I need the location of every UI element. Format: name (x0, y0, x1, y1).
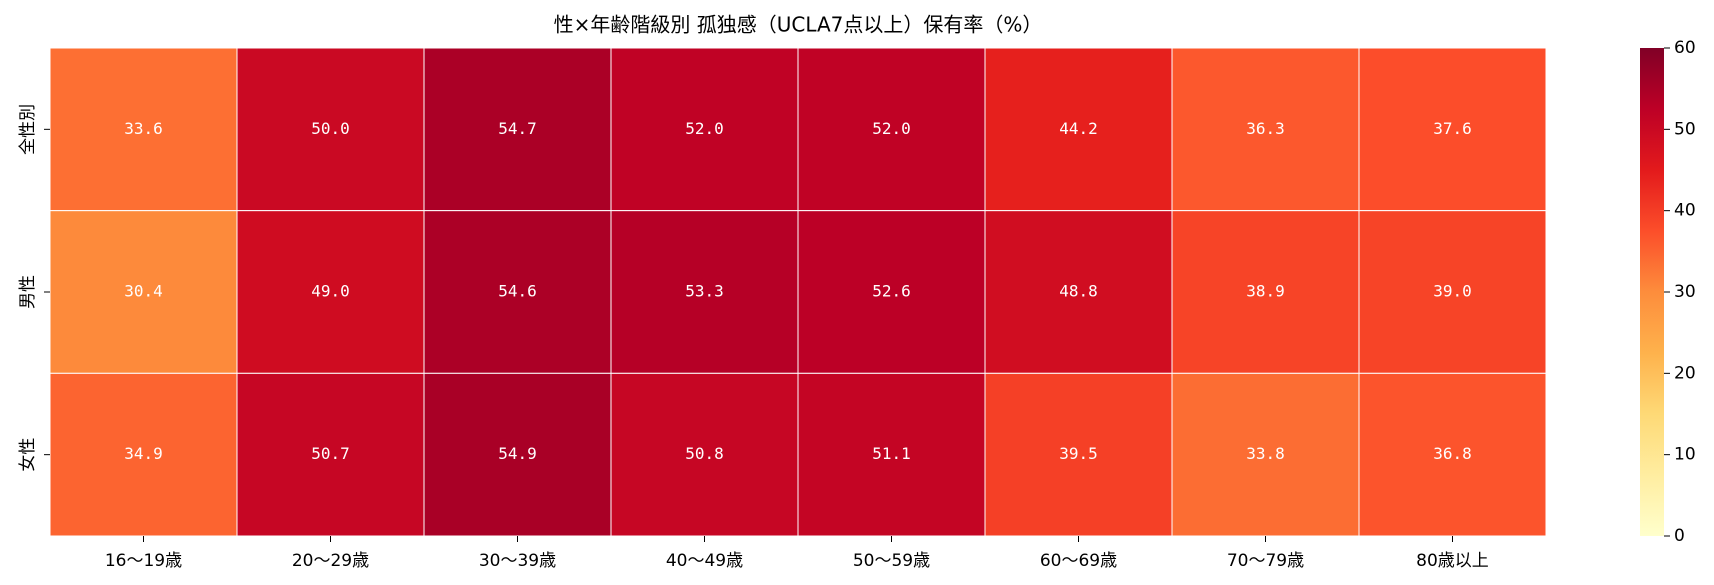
cell-label: 37.6 (1433, 119, 1472, 138)
cell-label: 53.3 (685, 282, 724, 301)
cell-label: 52.0 (872, 119, 911, 138)
heatmap-cell (236, 372, 425, 537)
cell-label: 34.9 (124, 444, 163, 463)
x-tick-label: 40～49歳 (666, 551, 743, 571)
x-tick-label: 60～69歳 (1040, 551, 1117, 571)
cell-label: 50.8 (685, 444, 724, 463)
x-tick-label: 20～29歳 (292, 551, 369, 571)
heatmap-cell (423, 372, 612, 537)
heatmap-cell (1171, 47, 1360, 212)
x-tick-label: 30～39歳 (479, 551, 556, 571)
x-tick-label: 50～59歳 (853, 551, 930, 571)
cell-label: 49.0 (311, 282, 350, 301)
heatmap-cell (984, 210, 1173, 374)
heatmap-cell (1358, 47, 1547, 212)
cell-label: 54.9 (498, 444, 537, 463)
heatmap-cell (797, 210, 986, 374)
colorbar-tick-label: 10 (1674, 445, 1696, 465)
heatmap-cell (610, 210, 799, 374)
cell-label: 51.1 (872, 444, 911, 463)
cell-label: 36.3 (1246, 119, 1285, 138)
heatmap-cell (610, 47, 799, 212)
heatmap-cell (236, 210, 425, 374)
heatmap-cell (49, 372, 238, 537)
colorbar-tick-label: 50 (1674, 119, 1696, 139)
heatmap-cell (984, 372, 1173, 537)
cell-label: 39.5 (1059, 444, 1098, 463)
cell-label: 52.0 (685, 119, 724, 138)
colorbar-tick-label: 40 (1674, 201, 1696, 221)
colorbar (1640, 48, 1664, 536)
heatmap-cell (797, 372, 986, 537)
colorbar-tick-label: 0 (1674, 526, 1685, 546)
colorbar-tick-label: 20 (1674, 363, 1696, 383)
y-tick-label: 女性 (18, 438, 38, 472)
cell-label: 44.2 (1059, 119, 1098, 138)
cell-label: 39.0 (1433, 282, 1472, 301)
y-tick-label: 全性別 (18, 104, 38, 155)
heatmap-cell (610, 372, 799, 537)
cell-label: 48.8 (1059, 282, 1098, 301)
heatmap-cell (423, 47, 612, 212)
cell-label: 38.9 (1246, 282, 1285, 301)
cell-label: 30.4 (124, 282, 163, 301)
heatmap-cell (49, 47, 238, 212)
cell-label: 50.0 (311, 119, 350, 138)
x-tick-label: 70～79歳 (1227, 551, 1304, 571)
cell-label: 33.6 (124, 119, 163, 138)
x-tick-label: 80歳以上 (1416, 551, 1489, 571)
cell-label: 52.6 (872, 282, 911, 301)
heatmap-cell (1171, 372, 1360, 537)
x-tick-label: 16～19歳 (105, 551, 182, 571)
colorbar-tick-label: 30 (1674, 282, 1696, 302)
heatmap-cell (984, 47, 1173, 212)
chart-title: 性×年齢階級別 孤独感（UCLA7点以上）保有率（%） (554, 13, 1043, 37)
cell-label: 54.7 (498, 119, 537, 138)
heatmap-cell (236, 47, 425, 212)
cell-label: 54.6 (498, 282, 537, 301)
cell-label: 33.8 (1246, 444, 1285, 463)
heatmap-cell (797, 47, 986, 212)
cell-label: 50.7 (311, 444, 350, 463)
heatmap-cell (1358, 210, 1547, 374)
heatmap-cell (1358, 372, 1547, 537)
colorbar-tick-label: 60 (1674, 38, 1696, 58)
heatmap-cell (1171, 210, 1360, 374)
y-tick-label: 男性 (18, 275, 38, 309)
cell-label: 36.8 (1433, 444, 1472, 463)
